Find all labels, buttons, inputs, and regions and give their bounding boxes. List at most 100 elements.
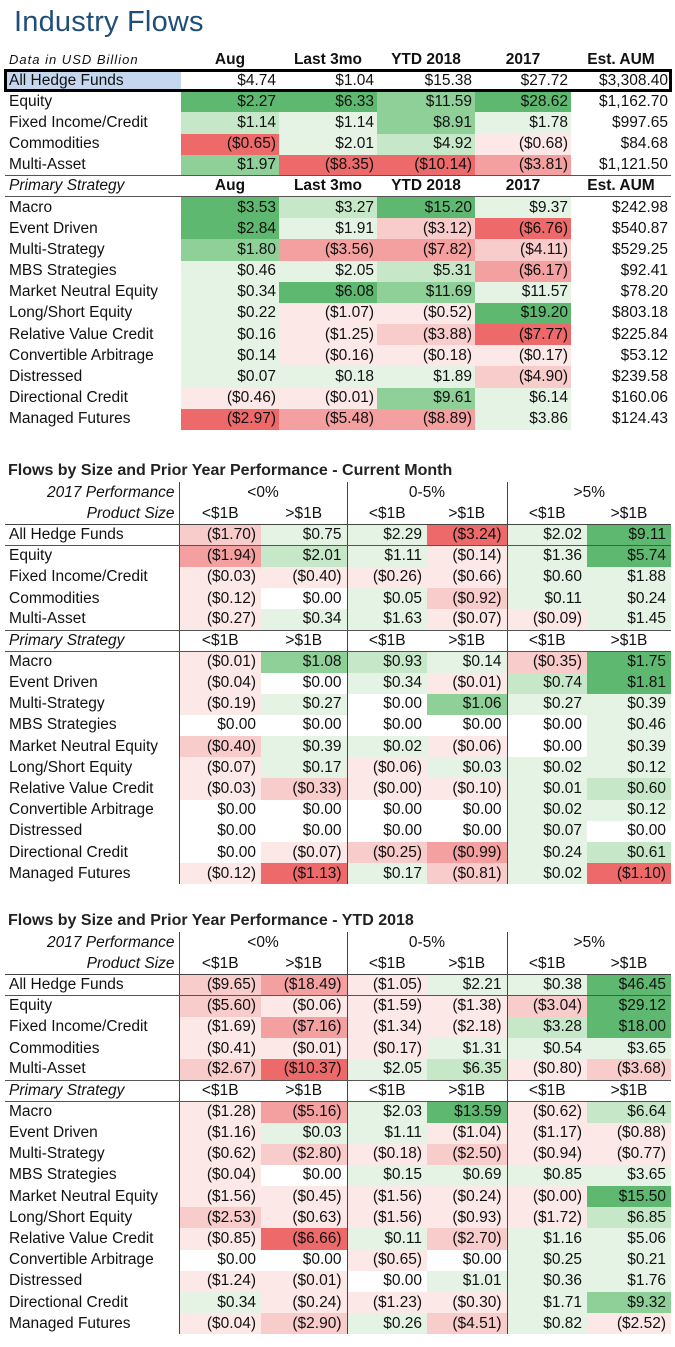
column-header: 2017 xyxy=(505,51,541,68)
value-cell: $3.28 xyxy=(506,1016,587,1038)
value-cell: $0.46 xyxy=(181,260,279,282)
strategy-row: Convertible Arbitrage $0.00 $0.00 ($0.65) $0… xyxy=(5,1249,671,1271)
value-cell: ($3.04) xyxy=(506,995,587,1017)
row-label: Long/Short Equity xyxy=(9,304,133,322)
value-cell: ($0.88) xyxy=(587,1122,671,1144)
value-cell: ($1.34) xyxy=(346,1016,427,1038)
size-header: >$1B xyxy=(587,1080,671,1102)
value-cell: $5.31 xyxy=(377,260,475,282)
value-cell: ($6.66) xyxy=(261,1228,347,1250)
primary-strategy-label: Primary Strategy xyxy=(5,630,179,652)
value-cell: $15.38 xyxy=(424,71,472,89)
value-cell: ($4.11) xyxy=(475,239,571,261)
value-cell: $5.74 xyxy=(587,545,671,567)
value-cell: ($10.14) xyxy=(377,154,475,177)
value-cell: ($1.56) xyxy=(346,1186,427,1208)
performance-label: 2017 Performance xyxy=(46,483,175,501)
value-cell: ($7.16) xyxy=(261,1016,347,1038)
performance-group: 0-5% xyxy=(346,482,507,504)
size-header: >$1B xyxy=(587,630,671,652)
value-cell: $0.74 xyxy=(506,672,587,694)
performance-header-row: 2017 Performance <0% 0-5% >5% xyxy=(5,932,671,954)
value-cell: $6.08 xyxy=(279,281,377,303)
row-label: Distressed xyxy=(9,1272,83,1290)
value-cell: ($0.40) xyxy=(261,566,347,588)
value-cell: $1,121.50 xyxy=(571,154,671,177)
strategy-row: Convertible Arbitrage $0.14 ($0.16) ($0.18)… xyxy=(5,345,671,367)
value-cell: $1.36 xyxy=(506,545,587,567)
value-cell: ($0.19) xyxy=(178,693,261,715)
value-cell: ($0.25) xyxy=(346,842,427,864)
row-label: Multi-Strategy xyxy=(9,1145,105,1163)
row-label: Market Neutral Equity xyxy=(9,737,159,755)
value-cell: ($1.13) xyxy=(261,863,347,885)
value-cell: ($2.67) xyxy=(178,1059,261,1081)
value-cell: ($0.80) xyxy=(506,1059,587,1081)
row-label: Fixed Income/Credit xyxy=(9,1018,148,1036)
asset-class-row: Fixed Income/Credit ($1.69) ($7.16) ($1.34)… xyxy=(5,1016,671,1038)
page-title: Industry Flows xyxy=(14,6,204,38)
value-cell: $18.00 xyxy=(587,1016,671,1038)
asset-class-row: Equity ($1.94) $2.01 $1.11 ($0.14) $1.36 $5.74 xyxy=(5,545,671,567)
value-cell: $0.22 xyxy=(181,302,279,325)
asset-class-row: Commodities ($0.65) $2.01 $4.92 ($0.68) $84.6… xyxy=(5,133,671,155)
strategy-row: Directional Credit ($0.46) ($0.01) $9.61 $6.… xyxy=(5,387,671,409)
value-cell: ($0.04) xyxy=(178,1164,261,1187)
value-cell: $0.39 xyxy=(261,736,347,758)
value-cell: ($0.01) xyxy=(427,672,507,694)
value-cell: $0.38 xyxy=(506,974,587,997)
value-cell: $0.34 xyxy=(261,609,347,631)
size-header: <$1B xyxy=(178,953,261,975)
column-header: Last 3mo xyxy=(293,51,363,68)
value-cell: ($0.65) xyxy=(181,133,279,155)
value-cell: ($0.68) xyxy=(475,133,571,155)
value-cell: $0.82 xyxy=(506,1313,587,1335)
row-label: Multi-Strategy xyxy=(9,240,105,258)
column-header: Aug xyxy=(181,175,279,198)
strategy-row: Convertible Arbitrage $0.00 $0.00 $0.00 $0.0… xyxy=(5,799,671,821)
value-cell: $0.39 xyxy=(587,736,671,758)
row-label: Fixed Income/Credit xyxy=(9,113,148,131)
row-label: Equity xyxy=(9,92,53,110)
all-hedge-funds-row: All Hedge Funds ($1.70) $0.75 $2.29 ($3.24) $… xyxy=(5,524,671,547)
value-cell: $0.11 xyxy=(506,587,587,610)
value-cell: $6.35 xyxy=(427,1059,507,1081)
row-label: Macro xyxy=(9,198,53,216)
column-header: Est. AUM xyxy=(571,175,671,198)
strategy-row: Directional Credit $0.34 ($0.24) ($1.23) ($0… xyxy=(5,1292,671,1314)
value-cell: $0.00 xyxy=(302,822,342,840)
value-cell: $0.00 xyxy=(178,820,261,842)
value-cell: $0.00 xyxy=(506,714,587,737)
value-cell: $0.02 xyxy=(506,799,587,821)
asset-class-row: Equity ($5.60) ($0.06) ($1.59) ($1.38) ($3.04… xyxy=(5,995,671,1017)
row-label: Convertible Arbitrage xyxy=(9,346,154,364)
value-cell: $2.02 xyxy=(506,524,587,547)
size-header: >$1B xyxy=(427,953,507,975)
value-cell: ($0.65) xyxy=(346,1249,427,1271)
row-label: Relative Value Credit xyxy=(9,780,154,798)
value-cell: $0.05 xyxy=(346,587,427,610)
row-label: Distressed xyxy=(9,368,83,386)
row-label: Macro xyxy=(9,1103,53,1121)
value-cell: $1.71 xyxy=(506,1292,587,1314)
value-cell: ($0.18) xyxy=(377,345,475,367)
strategy-row: Relative Value Credit ($0.85) ($6.66) $0.11… xyxy=(5,1228,671,1250)
value-cell: ($1.24) xyxy=(178,1270,261,1292)
value-cell: ($0.07) xyxy=(427,609,507,631)
size-header: <$1B xyxy=(506,1080,587,1102)
value-cell: ($0.24) xyxy=(427,1186,507,1208)
value-cell: $803.18 xyxy=(611,304,668,322)
value-cell: ($2.53) xyxy=(178,1207,261,1229)
value-cell: ($0.30) xyxy=(427,1292,507,1314)
value-cell: $0.15 xyxy=(346,1164,427,1187)
value-cell: ($1.25) xyxy=(279,324,377,346)
value-cell: ($0.01) xyxy=(261,1037,347,1060)
value-cell: $6.33 xyxy=(279,91,377,113)
value-cell: $0.27 xyxy=(261,693,347,715)
row-label: Distressed xyxy=(9,822,83,840)
value-cell: $0.00 xyxy=(462,1251,502,1269)
value-cell: ($0.63) xyxy=(261,1207,347,1229)
value-cell: $1.11 xyxy=(346,1122,427,1144)
row-label: MBS Strategies xyxy=(9,716,117,734)
value-cell: ($0.01) xyxy=(178,651,261,673)
